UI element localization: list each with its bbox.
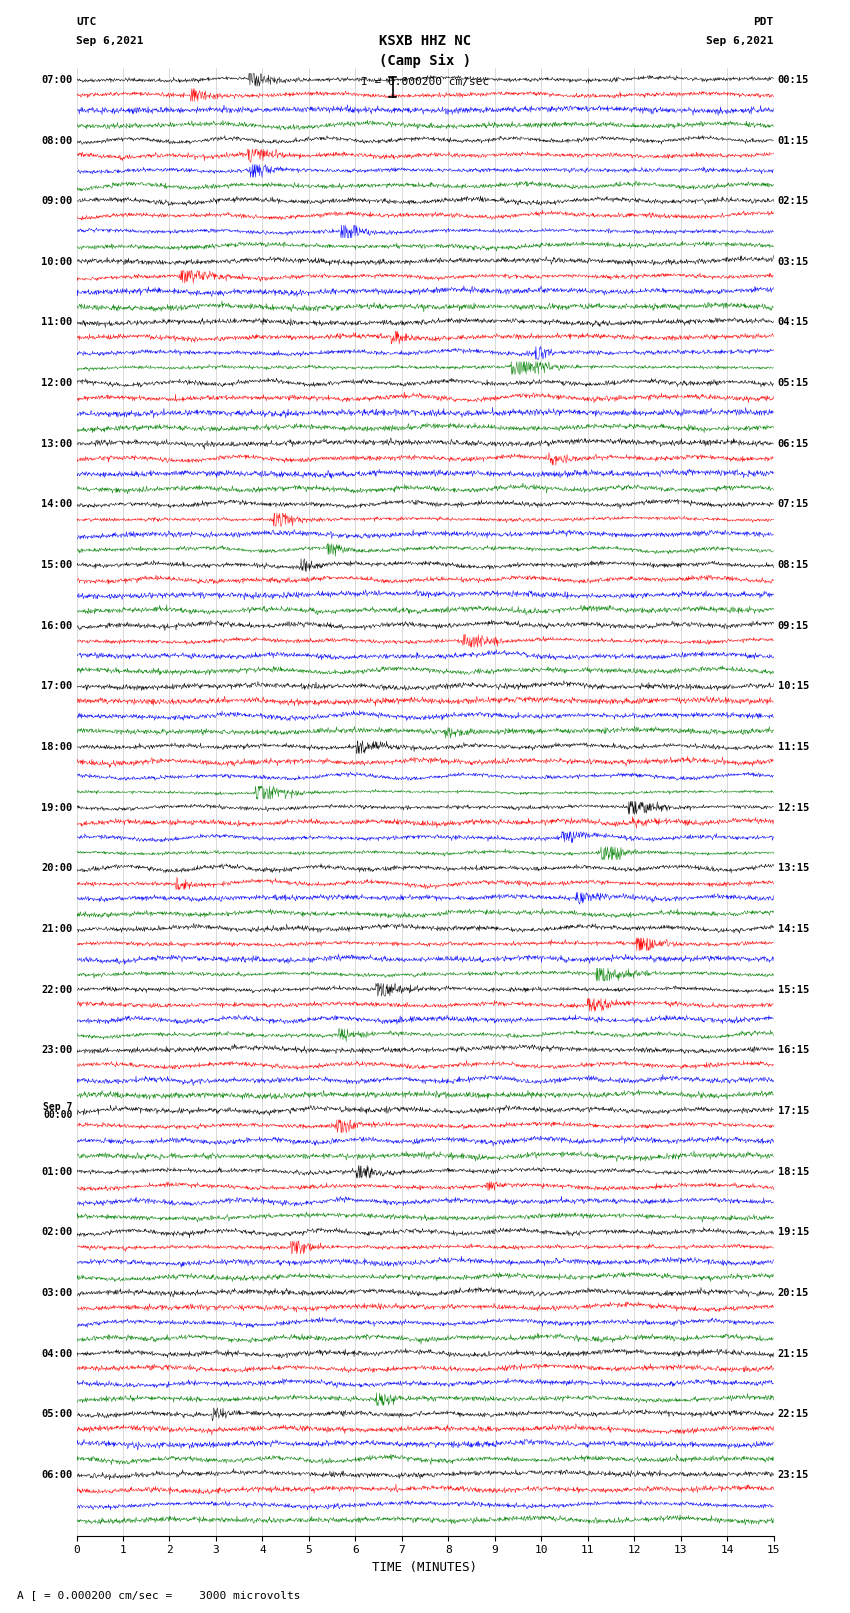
Text: 03:15: 03:15	[778, 256, 809, 266]
Text: 02:15: 02:15	[778, 197, 809, 206]
Text: 17:15: 17:15	[778, 1107, 809, 1116]
Text: 16:15: 16:15	[778, 1045, 809, 1055]
Text: 20:00: 20:00	[41, 863, 72, 873]
Text: 16:00: 16:00	[41, 621, 72, 631]
Text: 07:15: 07:15	[778, 500, 809, 510]
Text: 15:15: 15:15	[778, 984, 809, 995]
Text: 21:00: 21:00	[41, 924, 72, 934]
Text: 07:00: 07:00	[41, 74, 72, 85]
Text: Sep 7: Sep 7	[43, 1102, 72, 1113]
X-axis label: TIME (MINUTES): TIME (MINUTES)	[372, 1561, 478, 1574]
Text: 02:00: 02:00	[41, 1227, 72, 1237]
Text: 20:15: 20:15	[778, 1287, 809, 1298]
Text: 11:00: 11:00	[41, 318, 72, 327]
Text: 22:15: 22:15	[778, 1410, 809, 1419]
Text: 18:00: 18:00	[41, 742, 72, 752]
Text: 00:00: 00:00	[43, 1110, 72, 1119]
Text: 13:15: 13:15	[778, 863, 809, 873]
Text: 10:00: 10:00	[41, 256, 72, 266]
Text: 00:15: 00:15	[778, 74, 809, 85]
Text: PDT: PDT	[753, 18, 774, 27]
Text: UTC: UTC	[76, 18, 97, 27]
Text: 23:00: 23:00	[41, 1045, 72, 1055]
Text: 05:15: 05:15	[778, 377, 809, 389]
Text: 01:00: 01:00	[41, 1166, 72, 1176]
Text: 09:15: 09:15	[778, 621, 809, 631]
Text: 03:00: 03:00	[41, 1287, 72, 1298]
Text: 10:15: 10:15	[778, 681, 809, 692]
Text: Sep 6,2021: Sep 6,2021	[76, 37, 144, 47]
Text: 15:00: 15:00	[41, 560, 72, 569]
Text: A [ = 0.000200 cm/sec =    3000 microvolts: A [ = 0.000200 cm/sec = 3000 microvolts	[17, 1590, 301, 1600]
Text: 18:15: 18:15	[778, 1166, 809, 1176]
Text: 11:15: 11:15	[778, 742, 809, 752]
Text: 08:15: 08:15	[778, 560, 809, 569]
Text: 06:15: 06:15	[778, 439, 809, 448]
Text: 12:00: 12:00	[41, 377, 72, 389]
Text: 19:15: 19:15	[778, 1227, 809, 1237]
Text: 21:15: 21:15	[778, 1348, 809, 1358]
Text: 08:00: 08:00	[41, 135, 72, 145]
Text: 23:15: 23:15	[778, 1469, 809, 1479]
Text: 05:00: 05:00	[41, 1410, 72, 1419]
Text: 06:00: 06:00	[41, 1469, 72, 1479]
Text: 14:00: 14:00	[41, 500, 72, 510]
Text: 12:15: 12:15	[778, 803, 809, 813]
Text: 09:00: 09:00	[41, 197, 72, 206]
Text: 04:15: 04:15	[778, 318, 809, 327]
Text: Sep 6,2021: Sep 6,2021	[706, 37, 774, 47]
Text: KSXB HHZ NC: KSXB HHZ NC	[379, 34, 471, 48]
Text: 13:00: 13:00	[41, 439, 72, 448]
Text: (Camp Six ): (Camp Six )	[379, 53, 471, 68]
Text: I = 0.000200 cm/sec: I = 0.000200 cm/sec	[361, 77, 489, 87]
Text: 22:00: 22:00	[41, 984, 72, 995]
Text: 19:00: 19:00	[41, 803, 72, 813]
Text: 04:00: 04:00	[41, 1348, 72, 1358]
Text: 01:15: 01:15	[778, 135, 809, 145]
Text: 17:00: 17:00	[41, 681, 72, 692]
Text: 14:15: 14:15	[778, 924, 809, 934]
